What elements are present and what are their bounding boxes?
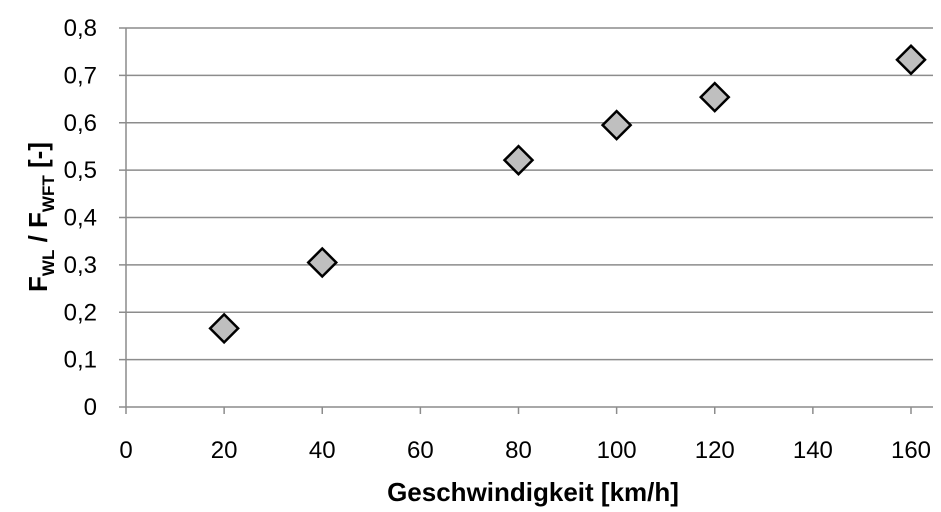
y-axis-title-sub1: WL — [39, 250, 58, 276]
x-tick-label: 20 — [211, 437, 238, 464]
x-axis-title: Geschwindigkeit [km/h] — [387, 477, 679, 507]
x-tick-label: 160 — [891, 437, 931, 464]
grid-lines — [126, 27, 933, 361]
y-tick-label: 0,7 — [64, 62, 97, 89]
data-point-marker — [306, 246, 339, 279]
y-tick-label: 0,3 — [64, 252, 97, 279]
y-axis-title-mid: / F — [23, 212, 53, 250]
data-point-marker — [698, 81, 731, 113]
data-point-marker — [502, 144, 535, 176]
data-point-marker — [208, 312, 240, 345]
y-tick-label: 0 — [84, 394, 97, 421]
data-points — [208, 43, 927, 345]
y-axis-title-unit: [-] — [23, 142, 53, 175]
x-tick-label: 100 — [597, 437, 637, 464]
x-tick-label: 140 — [793, 437, 833, 464]
data-point-marker — [895, 43, 927, 76]
x-tick-label: 0 — [119, 437, 132, 464]
y-tick-label: 0,6 — [64, 110, 97, 137]
x-tick-label: 80 — [505, 437, 532, 464]
y-axis-title-f1: F — [23, 276, 53, 292]
x-tick-label: 40 — [309, 437, 336, 464]
data-point-marker — [600, 109, 633, 141]
x-tick-label: 120 — [695, 437, 735, 464]
y-axis-title-sub2: WFT — [39, 175, 58, 212]
axes — [119, 27, 933, 414]
y-tick-label: 0,2 — [64, 299, 97, 326]
y-tick-label: 0,1 — [64, 347, 97, 374]
y-tick-label: 0,8 — [64, 15, 97, 42]
y-axis-title: FWL / FWFT [-] — [23, 142, 58, 292]
y-tick-label: 0,5 — [64, 157, 97, 184]
y-tick-labels: 0 0,1 0,2 0,3 0,4 0,5 0,6 0,7 0,8 — [64, 15, 97, 421]
x-tick-labels: 0 20 40 60 80 100 120 140 160 — [119, 437, 931, 464]
x-tick-label: 60 — [407, 437, 434, 464]
y-tick-label: 0,4 — [64, 205, 97, 232]
